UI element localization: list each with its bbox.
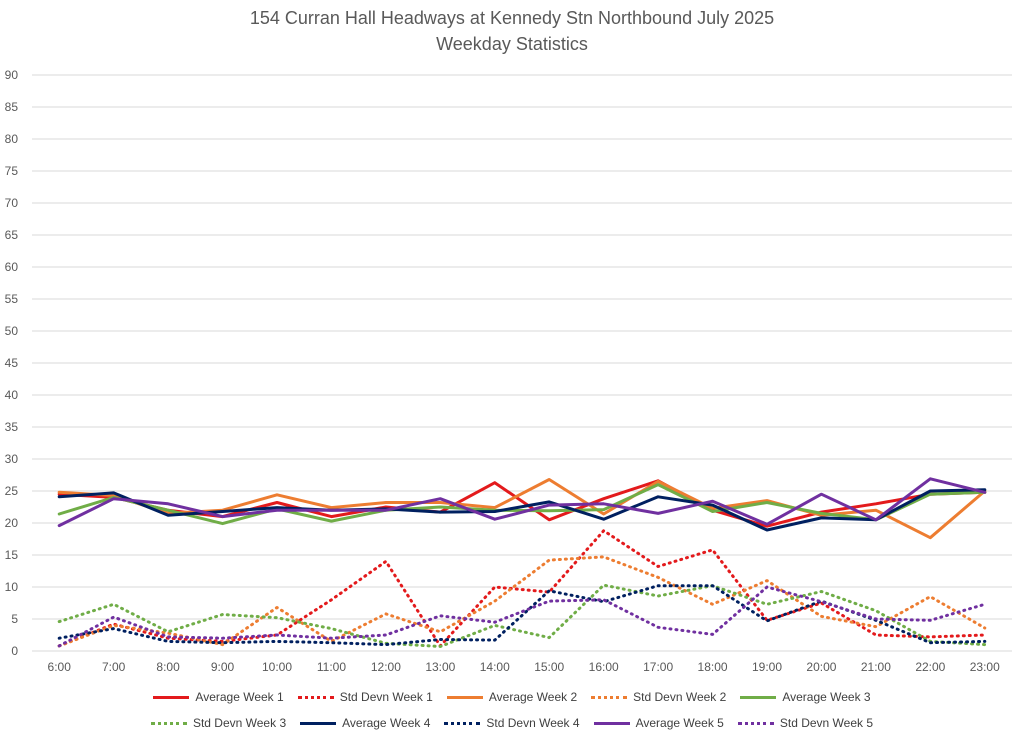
legend-item: Std Devn Week 2 xyxy=(591,690,726,704)
legend-label: Average Week 3 xyxy=(782,690,871,704)
y-tick-label: 55 xyxy=(5,292,19,306)
legend-swatch xyxy=(150,721,187,725)
legend-swatch xyxy=(300,721,337,725)
chart-title: 154 Curran Hall Headways at Kennedy Stn … xyxy=(249,8,775,28)
y-tick-label: 65 xyxy=(5,228,19,242)
legend-item: Average Week 2 xyxy=(446,690,578,704)
y-tick-label: 15 xyxy=(5,548,19,562)
legend-label: Average Week 5 xyxy=(635,716,724,730)
series-line xyxy=(57,529,987,648)
y-tick-label: 70 xyxy=(5,196,19,210)
x-tick-label: 13:00 xyxy=(425,660,455,674)
y-tick-label: 20 xyxy=(5,516,19,530)
x-tick-label: 10:00 xyxy=(262,660,292,674)
legend-swatch xyxy=(740,695,777,699)
x-tick-label: 15:00 xyxy=(534,660,564,674)
x-tick-label: 16:00 xyxy=(589,660,619,674)
series-line xyxy=(57,488,987,532)
legend-swatch xyxy=(591,695,628,699)
series-line xyxy=(57,555,987,648)
legend-swatch xyxy=(593,721,630,725)
legend-item: Average Week 1 xyxy=(153,690,284,704)
y-tick-label: 90 xyxy=(5,68,19,82)
y-tick-label: 35 xyxy=(5,420,19,434)
y-tick-label: 10 xyxy=(5,580,19,594)
y-tick-label: 5 xyxy=(11,612,18,626)
x-tick-label: 19:00 xyxy=(752,660,782,674)
x-tick-label: 14:00 xyxy=(480,660,510,674)
y-tick-label: 45 xyxy=(5,356,19,370)
y-tick-label: 25 xyxy=(5,484,19,498)
y-tick-label: 50 xyxy=(5,324,19,338)
legend-item: Average Week 3 xyxy=(740,690,871,704)
chart-subtitle: Weekday Statistics xyxy=(436,34,588,54)
legend-item: Std Devn Week 5 xyxy=(737,716,874,730)
legend-row-2: Std Devn Week 3 Average Week 4 Std Devn We… xyxy=(0,716,1024,730)
x-tick-label: 7:00 xyxy=(102,660,126,674)
legend-row-1: Average Week 1 Std Devn Week 1 Average Wee… xyxy=(0,690,1024,704)
legend-item: Std Devn Week 3 xyxy=(150,716,287,730)
y-tick-label: 40 xyxy=(5,388,19,402)
series-line xyxy=(57,483,987,526)
series-line xyxy=(57,584,987,647)
legend-label: Average Week 4 xyxy=(342,716,431,730)
x-tick-label: 22:00 xyxy=(915,660,945,674)
x-tick-label: 20:00 xyxy=(806,660,836,674)
y-tick-label: 85 xyxy=(5,100,19,114)
x-tick-label: 6:00 xyxy=(48,660,72,674)
legend-swatch xyxy=(737,721,774,725)
legend-item: Std Devn Week 4 xyxy=(444,716,580,730)
x-tick-label: 11:00 xyxy=(317,660,346,674)
y-tick-label: 60 xyxy=(5,260,19,274)
y-tick-label: 80 xyxy=(5,132,19,146)
y-tick-label: 75 xyxy=(5,164,19,178)
legend-swatch xyxy=(444,721,481,725)
legend-item: Std Devn Week 1 xyxy=(297,690,433,704)
legend-label: Std Devn Week 2 xyxy=(633,690,727,704)
legend-label: Std Devn Week 1 xyxy=(339,690,433,704)
y-tick-label: 30 xyxy=(5,452,19,466)
x-tick-label: 21:00 xyxy=(861,660,891,674)
x-tick-label: 9:00 xyxy=(211,660,235,674)
x-tick-label: 17:00 xyxy=(643,660,673,674)
legend-swatch xyxy=(446,695,483,699)
legend-swatch xyxy=(297,695,334,699)
x-tick-label: 8:00 xyxy=(156,660,180,674)
legend-label: Average Week 1 xyxy=(195,690,284,704)
legend-label: Std Devn Week 3 xyxy=(192,716,287,730)
legend-label: Std Devn Week 5 xyxy=(779,716,874,730)
series-line xyxy=(57,477,987,528)
y-tick-label: 0 xyxy=(11,644,18,658)
legend-swatch xyxy=(153,695,190,699)
legend-item: Average Week 5 xyxy=(593,716,724,730)
legend-label: Std Devn Week 4 xyxy=(486,716,580,730)
legend-item: Average Week 4 xyxy=(300,716,430,730)
x-tick-label: 18:00 xyxy=(698,660,728,674)
x-tick-label: 12:00 xyxy=(371,660,401,674)
x-tick-label: 23:00 xyxy=(970,660,1000,674)
legend-label: Average Week 2 xyxy=(488,690,578,704)
series-line xyxy=(57,585,987,648)
